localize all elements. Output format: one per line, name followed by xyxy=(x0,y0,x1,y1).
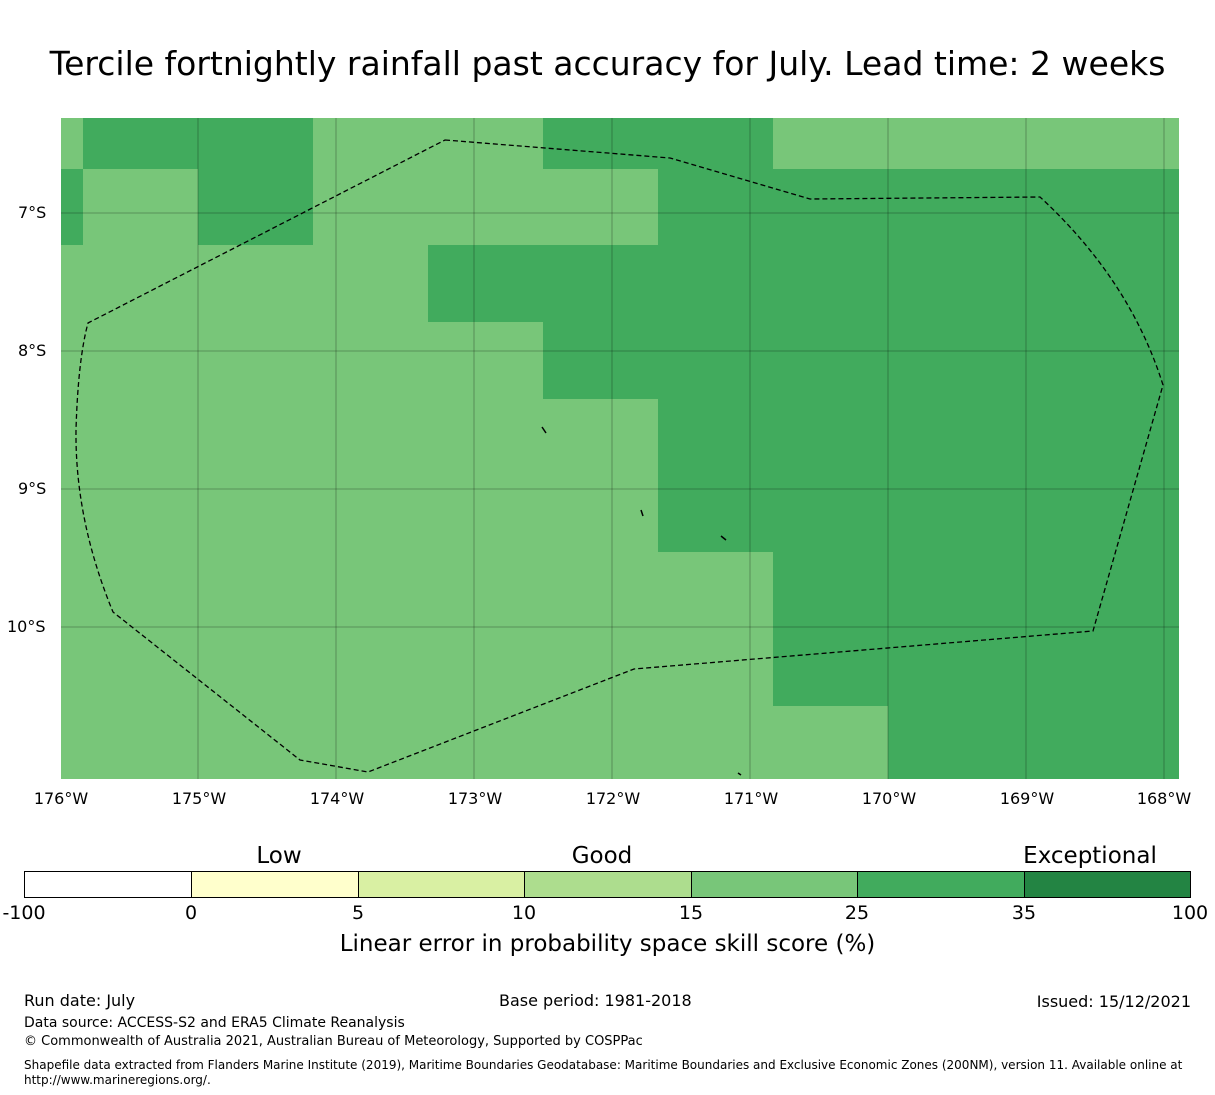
colorbar-label: Linear error in probability space skill … xyxy=(339,931,876,957)
data-source: Data source: ACCESS-S2 and ERA5 Climate … xyxy=(24,1015,405,1031)
colorbar-tick: 100 xyxy=(1171,902,1209,924)
colorbar-swatch xyxy=(1024,871,1191,898)
colorbar-tick: 0 xyxy=(184,902,198,924)
colorbar-tick: -100 xyxy=(2,902,46,924)
skill-cell xyxy=(543,322,1179,399)
colorbar-tick: 5 xyxy=(351,902,365,924)
map-title: Tercile fortnightly rainfall past accura… xyxy=(49,44,1166,83)
eez-boundary xyxy=(75,139,1164,773)
island xyxy=(737,772,742,776)
island xyxy=(541,426,547,434)
island xyxy=(720,535,727,541)
colorbar-word-exceptional: Exceptional xyxy=(1023,843,1157,869)
lon-label: 176°W xyxy=(33,789,89,808)
lon-label: 170°W xyxy=(861,789,917,808)
colorbar-word-low: Low xyxy=(256,843,302,869)
skill-cell xyxy=(658,169,1179,245)
copyright: © Commonwealth of Australia 2021, Austra… xyxy=(24,1034,643,1049)
skill-cells-25-35 xyxy=(61,118,1179,779)
colorbar-tick: 35 xyxy=(1011,902,1037,924)
colorbar-word-good: Good xyxy=(571,843,633,869)
colorbar-tick: 15 xyxy=(678,902,704,924)
skill-cell xyxy=(428,245,1179,322)
islands xyxy=(541,426,742,776)
issued-date: Issued: 15/12/2021 xyxy=(1036,992,1191,1011)
island xyxy=(640,509,644,517)
base-period: Base period: 1981-2018 xyxy=(499,991,692,1010)
skill-cell xyxy=(773,552,1179,706)
skill-cell xyxy=(543,118,773,169)
lat-label: 7°S xyxy=(18,203,47,222)
skill-cell xyxy=(658,399,1179,552)
colorbar-swatch xyxy=(857,871,1024,898)
colorbar-swatch xyxy=(24,871,191,898)
run-date: Run date: July xyxy=(24,991,136,1010)
lon-label: 169°W xyxy=(999,789,1055,808)
lat-label: 10°S xyxy=(7,617,46,636)
lon-label: 173°W xyxy=(447,789,503,808)
skill-cell xyxy=(83,118,313,169)
skill-cell xyxy=(61,169,83,245)
shapefile-credit: Shapefile data extracted from Flanders M… xyxy=(24,1058,1183,1087)
colorbar-swatch xyxy=(524,871,691,898)
skill-score-map xyxy=(61,118,1179,779)
colorbar-swatch xyxy=(358,871,524,898)
lat-label: 9°S xyxy=(18,479,47,498)
colorbar-swatch xyxy=(691,871,857,898)
colorbar-tick: 25 xyxy=(844,902,870,924)
lon-label: 172°W xyxy=(585,789,641,808)
skill-cell xyxy=(888,706,1179,779)
lon-label: 174°W xyxy=(309,789,365,808)
lon-label: 175°W xyxy=(171,789,227,808)
lon-label: 168°W xyxy=(1136,789,1192,808)
skill-cell xyxy=(198,169,313,245)
gridlines xyxy=(61,118,1179,779)
lon-label: 171°W xyxy=(723,789,779,808)
colorbar-tick: 10 xyxy=(511,902,537,924)
lat-label: 8°S xyxy=(18,341,47,360)
colorbar-swatch xyxy=(191,871,358,898)
